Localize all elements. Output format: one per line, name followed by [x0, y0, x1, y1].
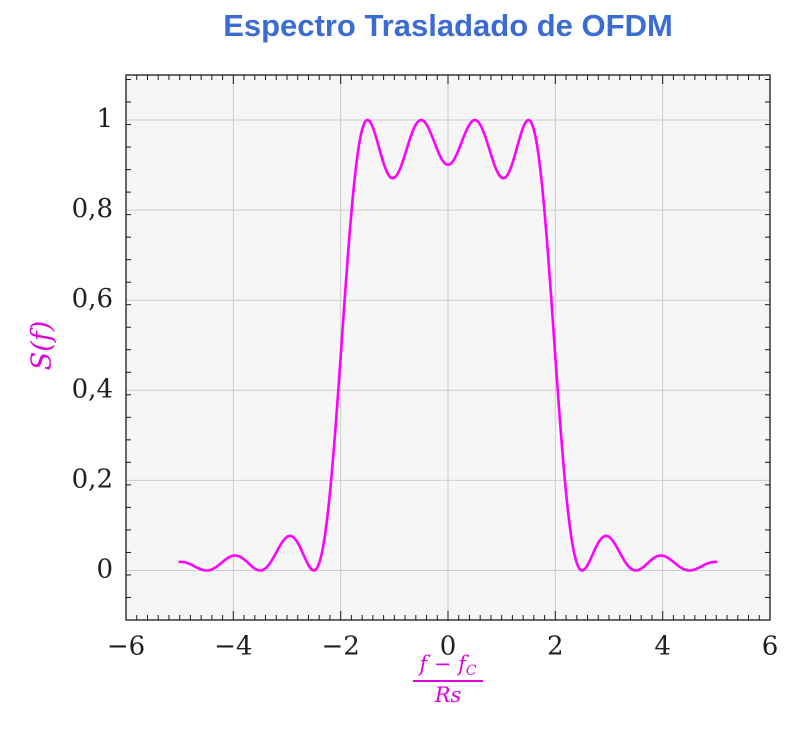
x-axis-label: f − fC Rs: [126, 652, 770, 707]
numerator-subscript: C: [465, 663, 477, 679]
axis-frame: [125, 74, 771, 621]
x-tick-label: −4: [214, 631, 252, 661]
y-tick-label: 0: [96, 554, 113, 584]
y-tick-label: 0,6: [72, 284, 113, 314]
x-tick-label: −2: [322, 631, 360, 661]
x-tick-label: 6: [762, 631, 779, 661]
x-axis-fraction: f − fC Rs: [413, 652, 483, 708]
numerator-main: f − f: [419, 652, 466, 676]
chart-title: Espectro Trasladado de OFDM: [223, 8, 673, 43]
spectrum-curve: [178, 118, 718, 572]
y-tick-label: 1: [96, 104, 113, 134]
fraction-denominator: Rs: [434, 683, 462, 708]
x-tick-label: 2: [547, 631, 564, 661]
y-axis-label: S(f): [26, 320, 58, 371]
x-tick-label: 4: [654, 631, 671, 661]
y-tick-label: 0,4: [72, 374, 113, 404]
fraction-numerator: f − fC: [413, 652, 483, 683]
y-tick-label: 0,2: [72, 464, 113, 494]
y-tick-label: 0,8: [72, 194, 113, 224]
x-tick-label: 0: [440, 631, 457, 661]
x-tick-label: −6: [107, 631, 145, 661]
